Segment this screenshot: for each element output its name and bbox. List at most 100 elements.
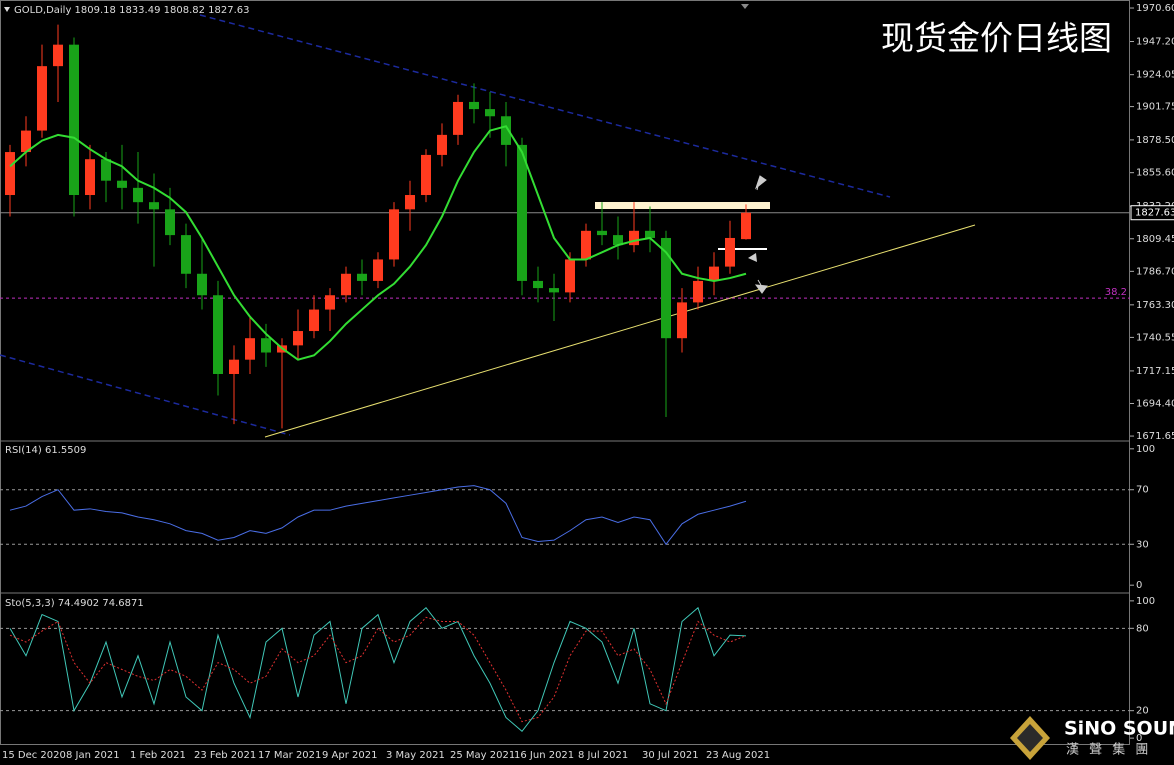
candle-body <box>229 359 239 374</box>
candle-body <box>741 212 751 240</box>
y-tick-label: 70 <box>1136 485 1149 496</box>
candle-body <box>725 237 735 267</box>
candle-body <box>581 230 591 260</box>
y-tick-label: 1947.20 <box>1136 37 1174 48</box>
candle-body <box>197 273 207 296</box>
candle-body <box>181 235 191 274</box>
x-tick-label: 3 May 2021 <box>386 750 445 761</box>
x-tick-label: 8 Jan 2021 <box>66 750 120 761</box>
candle-body <box>533 280 543 289</box>
candle-body <box>165 209 175 236</box>
candle-body <box>293 331 303 346</box>
logo-name: SiNO SOUND <box>1064 718 1174 740</box>
y-tick-label: 100 <box>1136 444 1155 455</box>
arrow <box>754 175 767 191</box>
resistance-zone <box>595 202 770 209</box>
y-tick-label: 1809.45 <box>1136 234 1174 245</box>
candle-body <box>613 235 623 246</box>
candle-body <box>501 116 511 145</box>
indicator-line <box>9 606 747 732</box>
candle-body <box>405 195 415 210</box>
candle-body <box>309 309 319 332</box>
candle-body <box>85 159 95 196</box>
x-tick-label: 8 Jul 2021 <box>578 750 628 761</box>
y-tick-label: 100 <box>1136 596 1155 607</box>
trend-line <box>264 224 976 438</box>
candle-body <box>133 187 143 203</box>
candle-body <box>21 130 31 153</box>
y-tick-label: 1855.60 <box>1136 168 1174 179</box>
candle-body <box>453 101 463 135</box>
menu-icon <box>4 7 10 12</box>
arrow <box>748 253 757 262</box>
indicator-line <box>9 485 747 546</box>
y-tick-label: 0 <box>1136 580 1142 591</box>
panel-label: Sto(5,3,3) 74.4902 74.6871 <box>5 598 144 609</box>
candle-body <box>469 101 479 110</box>
candle-body <box>389 209 399 260</box>
candle-body <box>213 295 223 374</box>
chart-title: 现货金价日线图 <box>881 19 1112 58</box>
candle-body <box>421 154 431 196</box>
arrow <box>754 279 768 294</box>
chart-header: GOLD,Daily 1809.18 1833.49 1808.82 1827.… <box>14 5 250 16</box>
panel-label: RSI(14) 61.5509 <box>5 445 86 456</box>
x-tick-label: 1 Feb 2021 <box>130 750 186 761</box>
y-tick-label: 1970.60 <box>1136 3 1174 14</box>
x-tick-label: 25 May 2021 <box>450 750 515 761</box>
x-tick-label: 16 Jun 2021 <box>514 750 574 761</box>
candle-body <box>341 273 351 296</box>
y-tick-label: 1717.15 <box>1136 366 1174 377</box>
indicator-line <box>9 616 747 723</box>
channel-line <box>0 354 291 436</box>
candle-body <box>357 273 367 281</box>
channel-line <box>199 14 891 198</box>
logo-mark <box>1017 724 1043 752</box>
last-price-label: 1827.63 <box>1135 208 1174 219</box>
candle-body <box>437 134 447 155</box>
y-tick-label: 20 <box>1136 706 1149 717</box>
frame <box>0 0 1130 745</box>
x-tick-label: 23 Aug 2021 <box>706 750 770 761</box>
x-tick-label: 30 Jul 2021 <box>642 750 699 761</box>
y-tick-label: 1763.30 <box>1136 300 1174 311</box>
y-tick-label: 80 <box>1136 623 1149 634</box>
y-tick-label: 1924.05 <box>1136 70 1174 81</box>
candle-body <box>5 152 15 196</box>
candle-body <box>549 288 559 293</box>
candle-body <box>709 266 719 281</box>
candle-body <box>565 259 575 293</box>
x-tick-label: 23 Feb 2021 <box>194 750 256 761</box>
fib-label: 38.2 <box>1105 287 1127 298</box>
candle-body <box>117 180 127 188</box>
y-tick-label: 1740.55 <box>1136 332 1174 343</box>
y-tick-label: 1694.40 <box>1136 398 1174 409</box>
logo-subtitle: 漢 聲 集 團 <box>1066 742 1151 758</box>
x-tick-label: 17 Mar 2021 <box>258 750 321 761</box>
candle-body <box>53 44 63 67</box>
y-tick-label: 30 <box>1136 539 1149 550</box>
last-price-box <box>1130 205 1174 221</box>
candle-body <box>485 109 495 117</box>
candle-body <box>101 159 111 181</box>
candle-body <box>597 230 607 236</box>
candle-body <box>261 338 271 353</box>
candle-body <box>325 295 335 310</box>
x-tick-label: 15 Dec 2020 <box>2 750 66 761</box>
candle-body <box>629 230 639 246</box>
y-tick-label: 1786.70 <box>1136 266 1174 277</box>
x-tick-label: 9 Apr 2021 <box>322 750 377 761</box>
candle-body <box>69 44 79 196</box>
y-tick-label: 1901.75 <box>1136 102 1174 113</box>
candle-body <box>645 230 655 238</box>
candle-body <box>693 280 703 303</box>
y-tick-label: 0 <box>1136 733 1142 744</box>
moving-average <box>9 125 747 361</box>
candle-body <box>661 237 671 339</box>
candle-body <box>517 144 527 281</box>
marker <box>741 4 749 9</box>
logo: SiNO SOUND 漢 聲 集 團 <box>1010 716 1174 760</box>
y-tick-label: 1671.65 <box>1136 431 1174 442</box>
